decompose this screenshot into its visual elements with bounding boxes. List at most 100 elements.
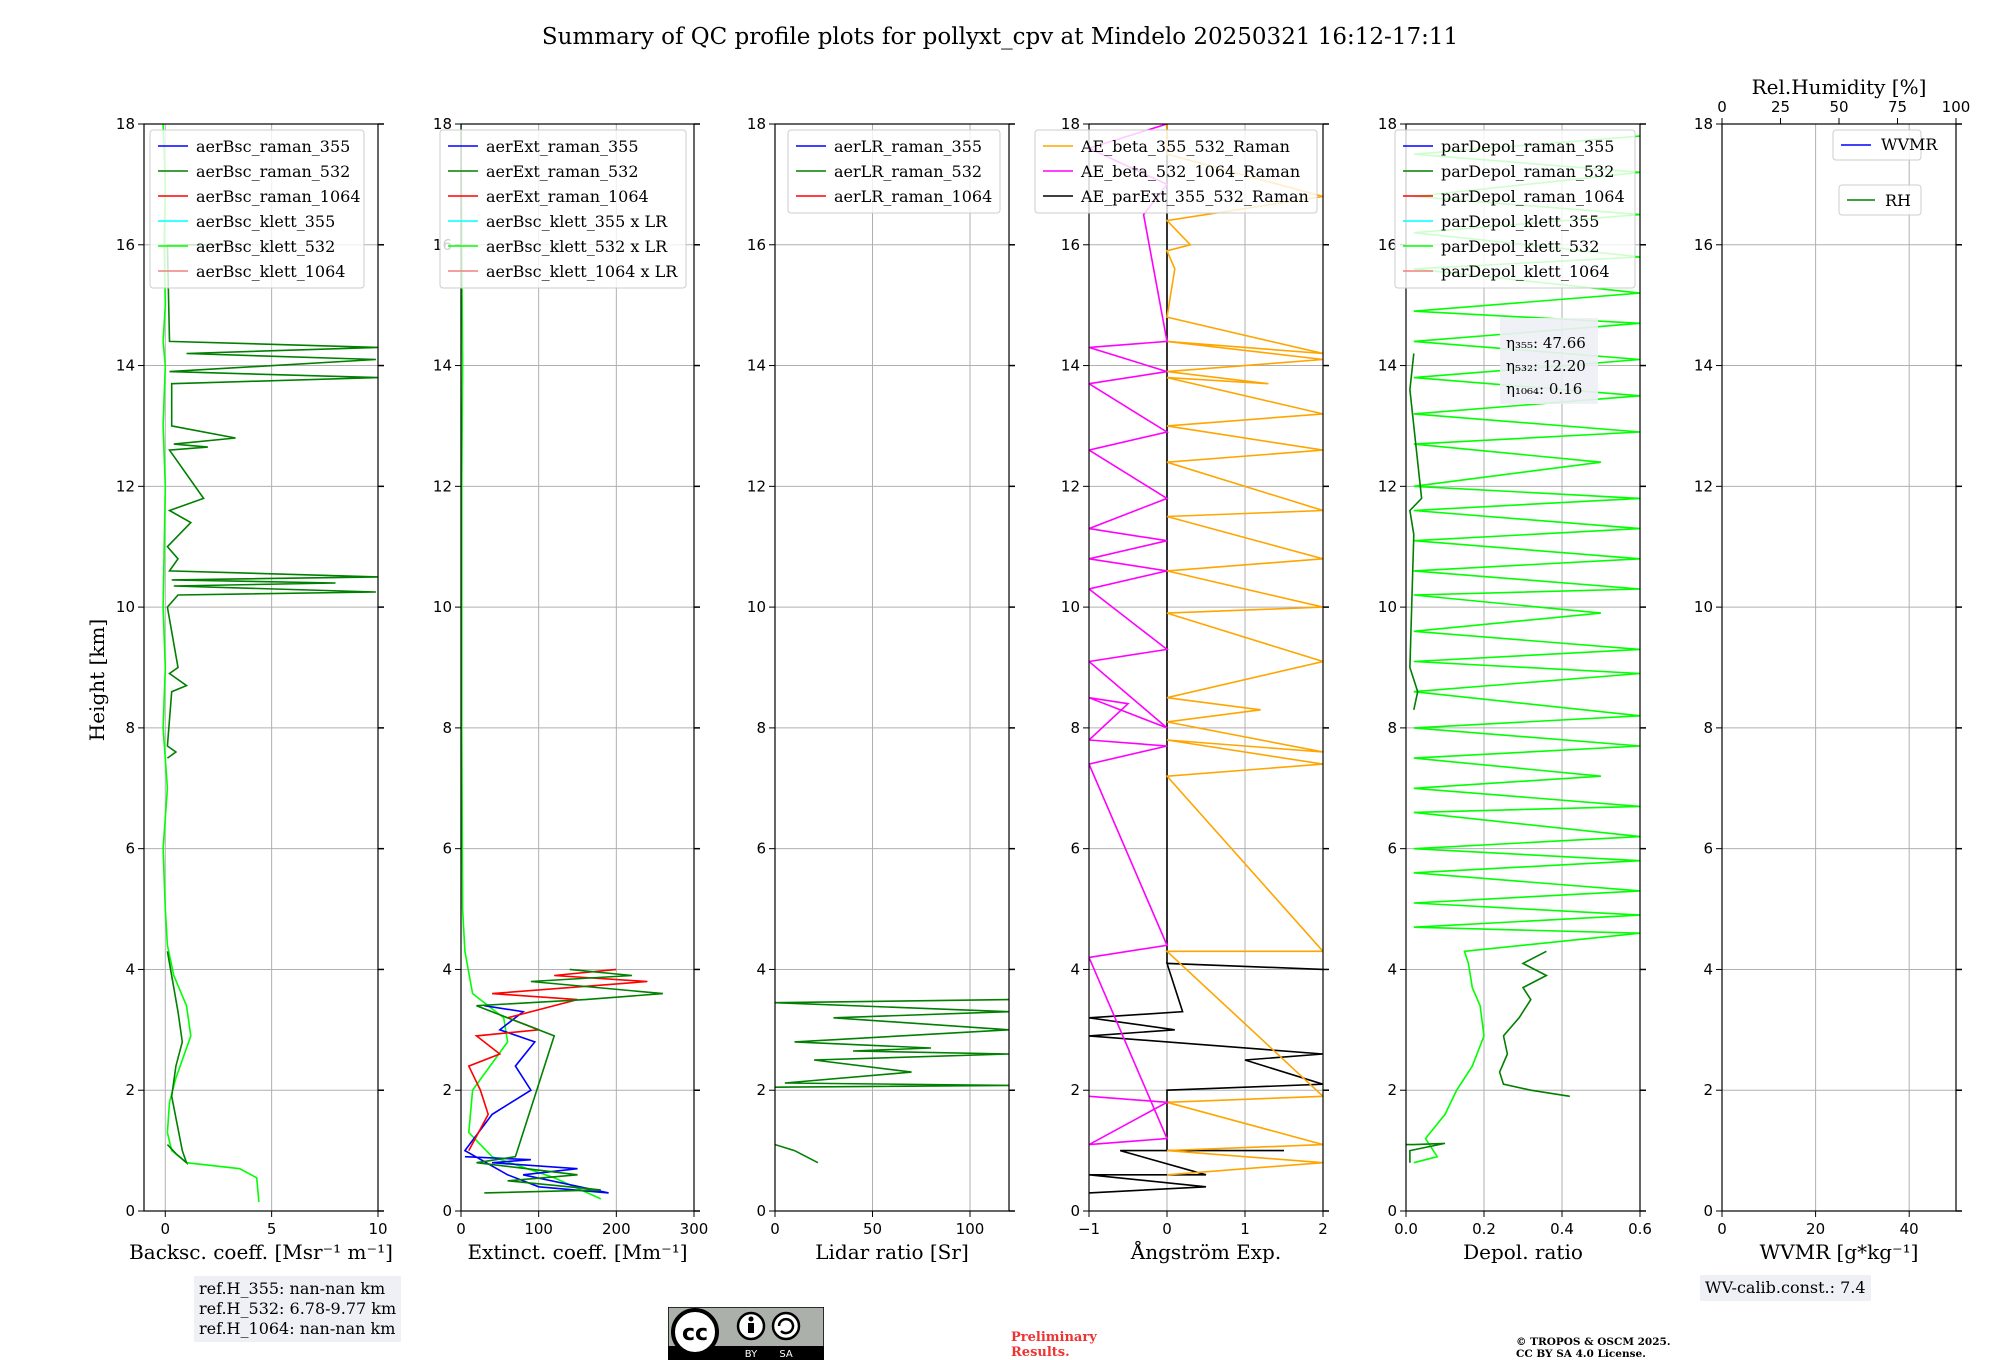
axes-frame bbox=[1721, 123, 1957, 1212]
legend-label: parDepol_klett_532 bbox=[1441, 237, 1599, 256]
y-axis-label: Height [km] bbox=[85, 619, 109, 741]
legend-label: aerExt_raman_532 bbox=[486, 162, 639, 181]
series-line-parDepol_raman_532 bbox=[1409, 353, 1423, 710]
legend-label: aerExt_raman_1064 bbox=[486, 187, 649, 206]
x-axis-label: Backsc. coeff. [Msr⁻¹ m⁻¹] bbox=[129, 1240, 393, 1264]
legend-label: WVMR bbox=[1881, 135, 1938, 154]
y-tick-label: 14 bbox=[116, 357, 135, 375]
legend-frame bbox=[1394, 129, 1636, 289]
legend-label: aerBsc_klett_355 bbox=[196, 212, 335, 231]
y-tick-label: 4 bbox=[1070, 960, 1080, 978]
x-tick-label: 0 bbox=[1162, 1220, 1172, 1238]
annotation-line: η₅₃₂: 12.20 bbox=[1506, 357, 1586, 375]
y-tick-label: 4 bbox=[1387, 960, 1397, 978]
y-tick-label: 14 bbox=[747, 357, 766, 375]
x-tick-label: 100 bbox=[956, 1220, 985, 1238]
legend: parDepol_raman_355 parDepol_raman_532 parD… bbox=[1394, 129, 1636, 289]
axes-frame bbox=[774, 123, 1010, 1212]
y-tick-label: 2 bbox=[442, 1081, 452, 1099]
legend-label: aerBsc_raman_355 bbox=[196, 137, 350, 156]
legend-label: parDepol_klett_355 bbox=[1441, 212, 1599, 231]
y-tick-label: 16 bbox=[747, 236, 766, 254]
top-x-tick-label: 0 bbox=[1717, 98, 1727, 116]
y-tick-label: 10 bbox=[1378, 598, 1397, 616]
y-tick-label: 12 bbox=[1378, 477, 1397, 495]
y-tick-label: 18 bbox=[116, 115, 135, 133]
series-line-parDepol_raman_532 bbox=[1406, 1142, 1446, 1163]
legend-label: RH bbox=[1885, 191, 1911, 210]
legend-label: parDepol_raman_355 bbox=[1441, 137, 1614, 156]
wv-calibration-box: WV-calib.const.: 7.4 bbox=[1700, 1275, 1871, 1301]
x-tick-label: 1 bbox=[1240, 1220, 1250, 1238]
y-tick-label: 2 bbox=[125, 1081, 135, 1099]
y-tick-label: 6 bbox=[1703, 840, 1713, 858]
top-x-tick-label: 75 bbox=[1888, 98, 1907, 116]
x-tick-label: 300 bbox=[680, 1220, 709, 1238]
series-group bbox=[461, 124, 663, 1200]
y-tick-label: 0 bbox=[125, 1202, 135, 1220]
legend-label: aerLR_raman_355 bbox=[834, 137, 982, 156]
legend: aerExt_raman_355 aerExt_raman_532 aerExt_r… bbox=[439, 129, 687, 289]
x-tick-label: 0 bbox=[770, 1220, 780, 1238]
y-tick-label: 12 bbox=[1061, 477, 1080, 495]
x-tick-label: 50 bbox=[863, 1220, 882, 1238]
top-axis-label: Rel.Humidity [%] bbox=[1752, 75, 1927, 99]
svg-text:cc: cc bbox=[682, 1321, 708, 1346]
x-tick-label: 40 bbox=[1900, 1220, 1919, 1238]
legend-label: aerBsc_klett_1064 bbox=[196, 262, 345, 281]
legend-label: aerBsc_klett_355 x LR bbox=[486, 212, 668, 231]
series-group bbox=[1406, 135, 1640, 1164]
legend-label: AE_beta_355_532_Raman bbox=[1080, 137, 1290, 156]
x-axis-label: Ångström Exp. bbox=[1130, 1239, 1281, 1264]
annotation-frame bbox=[1500, 318, 1598, 404]
series-line-aerExt_raman_532 bbox=[476, 968, 663, 1194]
y-tick-label: 16 bbox=[116, 236, 135, 254]
y-tick-label: 6 bbox=[442, 840, 452, 858]
series-line-parDepol_klett_532 bbox=[1413, 135, 1640, 1164]
ref-height-355: ref.H_355: nan-nan km bbox=[199, 1279, 386, 1298]
figure-title: Summary of QC profile plots for pollyxt_… bbox=[542, 24, 1458, 50]
legend-label: AE_beta_532_1064_Raman bbox=[1080, 162, 1300, 181]
x-tick-label: 0 bbox=[456, 1220, 466, 1238]
series-line-aerBsc_raman_532 bbox=[166, 244, 378, 759]
y-tick-label: 16 bbox=[1378, 236, 1397, 254]
axes-frame bbox=[143, 123, 379, 1212]
legend-frame bbox=[787, 129, 1001, 214]
series-group bbox=[775, 998, 1009, 1164]
legend-label: aerLR_raman_1064 bbox=[834, 187, 992, 206]
legend-frame bbox=[1034, 129, 1318, 214]
y-tick-label: 16 bbox=[1061, 236, 1080, 254]
x-tick-label: 0 bbox=[1717, 1220, 1727, 1238]
y-tick-label: 8 bbox=[756, 719, 766, 737]
x-axis-label: WVMR [g*kg⁻¹] bbox=[1760, 1240, 1919, 1264]
y-tick-label: 2 bbox=[1703, 1081, 1713, 1099]
series-line-AE_beta_532_1064_Raman bbox=[1089, 124, 1170, 1146]
top-x-tick-label: 100 bbox=[1942, 98, 1971, 116]
y-tick-label: 12 bbox=[747, 477, 766, 495]
x-tick-label: 0.4 bbox=[1550, 1220, 1574, 1238]
y-tick-label: 6 bbox=[125, 840, 135, 858]
svg-text:SA: SA bbox=[779, 1349, 793, 1360]
x-tick-label: 0 bbox=[160, 1220, 170, 1238]
panel-water_vapour: 0 20 40 0 2 4 6 8 10 12 14 16 18 WVMR [g*kg⁻¹] 0 25 50 75… bbox=[1694, 75, 1970, 1264]
y-tick-label: 4 bbox=[442, 960, 452, 978]
y-tick-label: 12 bbox=[1694, 477, 1713, 495]
y-tick-label: 14 bbox=[433, 357, 452, 375]
y-tick-label: 0 bbox=[1070, 1202, 1080, 1220]
y-tick-label: 4 bbox=[1703, 960, 1713, 978]
x-tick-label: 0.0 bbox=[1394, 1220, 1418, 1238]
y-tick-label: 6 bbox=[1070, 840, 1080, 858]
y-tick-label: 18 bbox=[1694, 115, 1713, 133]
y-tick-label: 10 bbox=[116, 598, 135, 616]
preliminary-results-note: Preliminary Results. bbox=[1011, 1330, 1097, 1360]
y-tick-label: 0 bbox=[1703, 1202, 1713, 1220]
y-tick-label: 2 bbox=[1070, 1081, 1080, 1099]
y-tick-label: 12 bbox=[116, 477, 135, 495]
series-line-aerExt_raman_355 bbox=[463, 1004, 609, 1194]
y-tick-label: 2 bbox=[756, 1081, 766, 1099]
legend-label: aerBsc_klett_1064 x LR bbox=[486, 262, 678, 281]
y-tick-label: 18 bbox=[747, 115, 766, 133]
y-tick-label: 4 bbox=[125, 960, 135, 978]
legend-label: aerBsc_raman_1064 bbox=[196, 187, 361, 206]
panel-backscatter: 0 5 10 0 2 4 6 8 10 12 14 16 18 Backsc. coeff. [Msr⁻¹… bbox=[116, 115, 393, 1264]
